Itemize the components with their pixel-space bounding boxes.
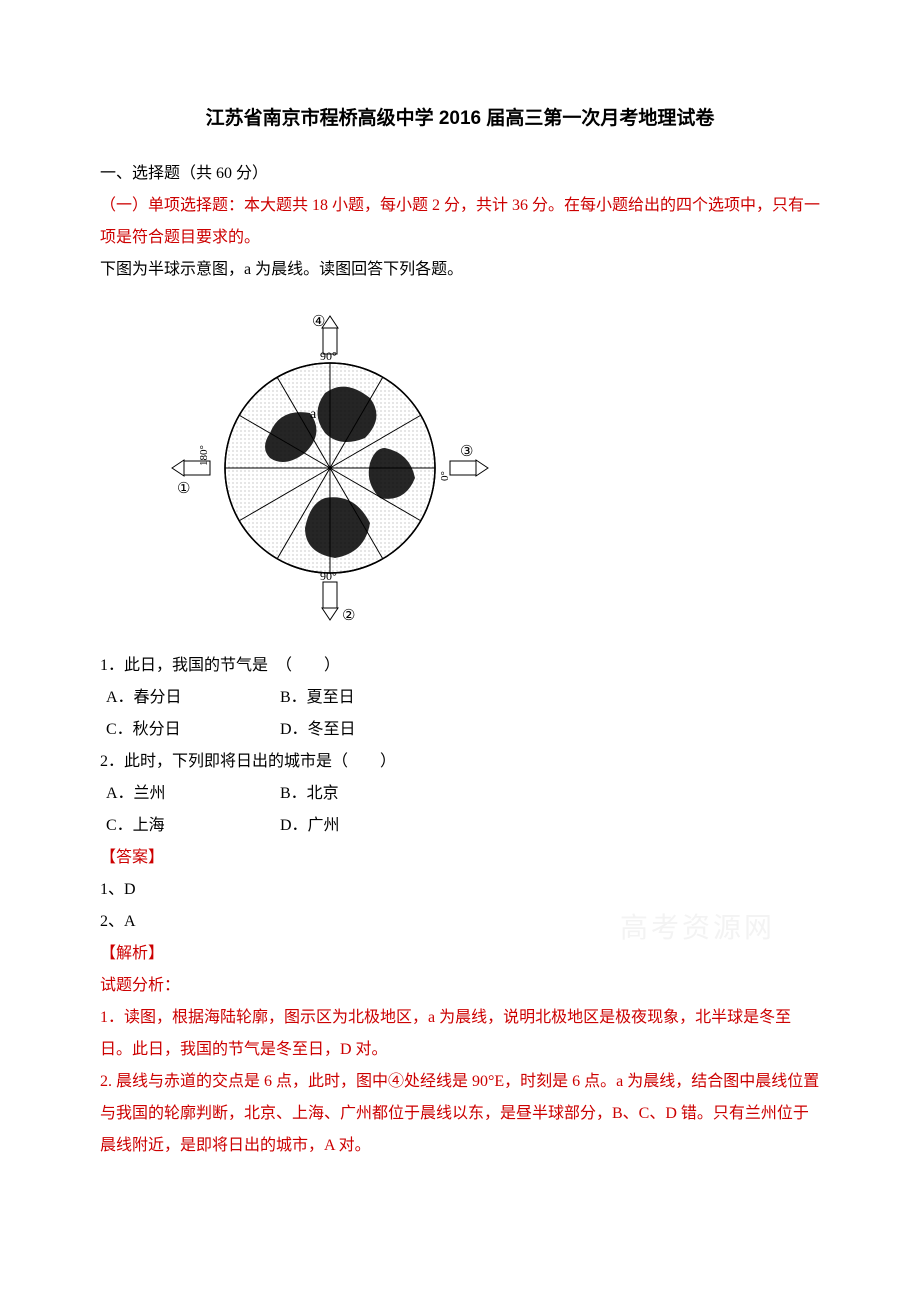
q2-stem: 2．此时，下列即将日出的城市是（ ） (100, 746, 820, 778)
label-a: a (310, 407, 317, 422)
q2-choices-row2: C．上海 D．广州 (100, 810, 820, 842)
svg-text:②: ② (342, 608, 355, 624)
answer-2: 2、A (100, 906, 820, 938)
q2-choice-a: A．兰州 (106, 778, 276, 810)
q1-choices-row2: C．秋分日 D．冬至日 (100, 714, 820, 746)
q1-choice-d: D．冬至日 (280, 714, 450, 746)
hemisphere-svg: a ④ 90° ② 90° ① 180° ③ 0° (160, 298, 500, 638)
analysis-label: 【解析】 (100, 938, 820, 970)
q1-choice-a: A．春分日 (106, 682, 276, 714)
q1-choice-c: C．秋分日 (106, 714, 276, 746)
arrow-right: ③ 0° (439, 444, 488, 481)
analysis-p2: 2. 晨线与赤道的交点是 6 点，此时，图中④处经线是 90°E，时刻是 6 点… (100, 1066, 820, 1162)
q1-choice-b: B．夏至日 (280, 682, 450, 714)
answer-1: 1、D (100, 874, 820, 906)
arrow-top: ④ 90° (312, 314, 338, 363)
q2-choices-row1: A．兰州 B．北京 (100, 778, 820, 810)
q1-choices-row1: A．春分日 B．夏至日 (100, 682, 820, 714)
svg-text:90°: 90° (320, 349, 337, 363)
svg-text:④: ④ (312, 314, 325, 330)
arrow-bottom: ② 90° (320, 569, 355, 624)
q2-choice-c: C．上海 (106, 810, 276, 842)
hemisphere-figure: a ④ 90° ② 90° ① 180° ③ 0° (160, 298, 820, 638)
page-title: 江苏省南京市程桥高级中学 2016 届高三第一次月考地理试卷 (100, 100, 820, 138)
analysis-p1: 1．读图，根据海陆轮廓，图示区为北极地区，a 为晨线，说明北极地区是极夜现象，北… (100, 1002, 820, 1066)
svg-text:③: ③ (460, 444, 473, 460)
q2-choice-b: B．北京 (280, 778, 450, 810)
svg-text:0°: 0° (439, 471, 451, 481)
svg-text:90°: 90° (320, 569, 337, 583)
svg-text:①: ① (177, 481, 190, 497)
svg-text:180°: 180° (198, 445, 210, 466)
stem-intro: 下图为半球示意图，a 为晨线。读图回答下列各题。 (100, 254, 820, 286)
arrow-left: ① 180° (172, 445, 210, 497)
section-heading: 一、选择题（共 60 分） (100, 158, 820, 190)
answer-label: 【答案】 (100, 842, 820, 874)
q2-choice-d: D．广州 (280, 810, 450, 842)
analysis-intro: 试题分析： (100, 970, 820, 1002)
section-subheading: （一）单项选择题：本大题共 18 小题，每小题 2 分，共计 36 分。在每小题… (100, 190, 820, 254)
q1-stem: 1．此日，我国的节气是 （ ） (100, 650, 820, 682)
